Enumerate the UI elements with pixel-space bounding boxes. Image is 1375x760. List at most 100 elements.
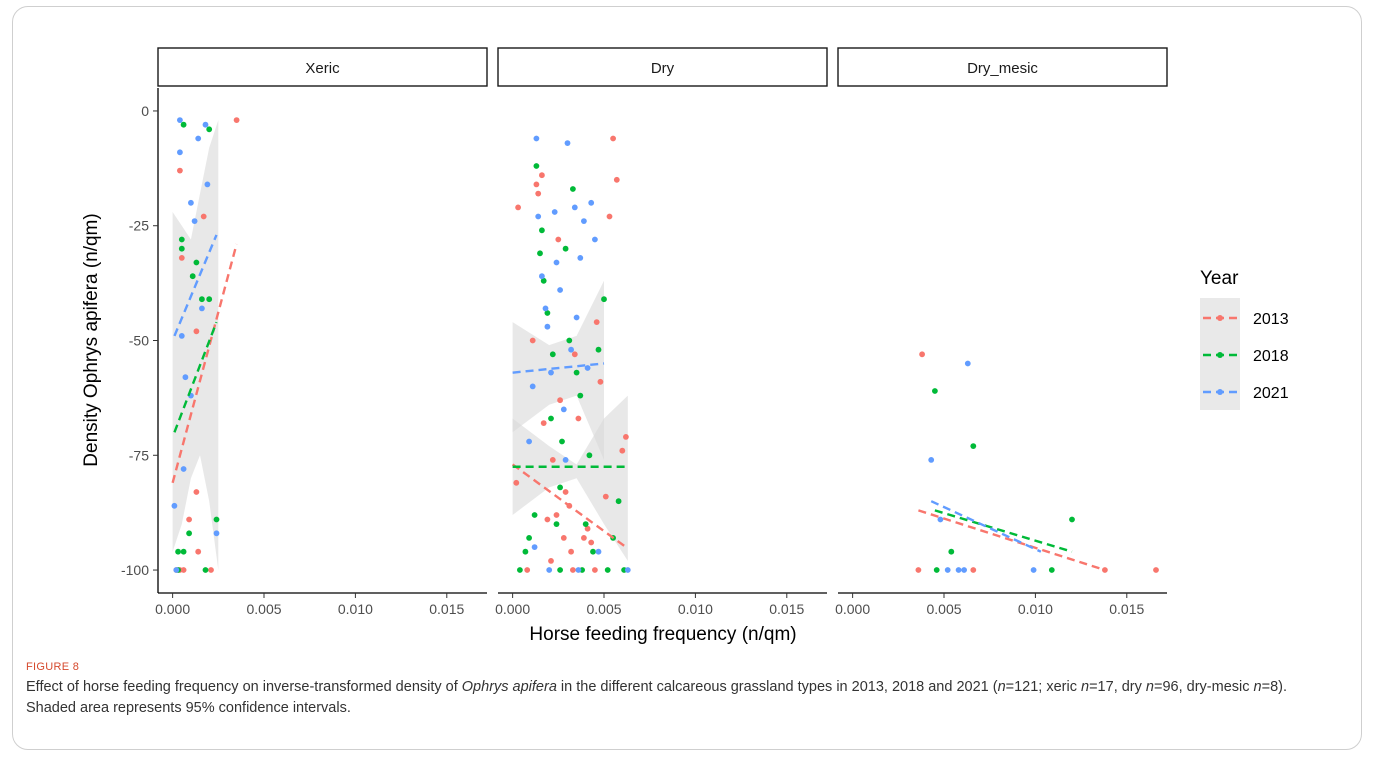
data-point-2018 [206,126,213,133]
data-point-2013 [180,567,187,573]
data-point-2013 [553,512,560,518]
y-tick-label: -50 [129,333,149,349]
data-point-2018 [604,567,611,573]
data-point-2013 [529,337,536,344]
data-point-2018 [570,186,576,192]
legend-key-point [1217,352,1223,358]
data-point-2021 [577,255,584,261]
data-point-2013 [548,558,554,564]
data-point-2021 [588,199,595,206]
data-point-2021 [564,140,571,147]
data-point-2021 [571,204,578,211]
data-point-2013 [562,489,569,495]
data-point-2018 [586,452,593,459]
caption-n: n [1253,679,1262,695]
data-point-2013 [597,378,604,385]
fit-line-2018 [934,509,1073,553]
data-point-2018 [213,516,220,523]
caption-n: n [1145,679,1154,695]
legend: Year 2013 2018 2021 [1200,268,1289,410]
data-point-2013 [602,493,609,500]
x-tick-label: 0.005 [926,601,961,617]
data-point-2021 [568,346,574,353]
chart: Xeric Dry Dry_mesic 0.000 0.005 0.010 0.015 0 -… [81,47,1289,645]
data-point-2021 [531,544,538,550]
fit-line-2013 [511,463,627,549]
data-point-2021 [1030,567,1037,573]
data-point-2013 [606,213,613,220]
data-point-2018 [562,245,569,252]
data-point-2013 [581,535,587,541]
data-point-2013 [555,236,562,243]
fit-line-2013 [918,509,1106,572]
data-point-2021 [199,305,205,312]
data-point-2021 [180,466,187,472]
data-point-2021 [553,259,560,266]
axes: Density Ophrys apifera (n/qm) Horse feed… [81,213,797,645]
data-point-2018 [970,443,977,449]
data-point-2018 [590,548,596,555]
fit-line-2021 [173,234,218,337]
data-point-2013 [200,213,207,220]
x-tick-label: 0.015 [1109,601,1144,617]
data-point-2013 [544,516,551,523]
caption-part: in the different calcareous grassland ty… [556,679,998,695]
x-tick-label: 0.005 [586,601,621,617]
figure-label: FIGURE 8 [26,661,80,673]
data-point-2021 [195,135,202,142]
data-point-2021 [177,149,183,156]
data-point-2013 [193,328,200,335]
caption-part: =8). Shaded area represents 95% confiden… [26,679,1287,716]
data-point-2018 [549,351,556,358]
data-point-2018 [932,388,938,394]
data-point-2018 [557,484,563,491]
data-point-2013 [233,117,240,123]
data-point-2018 [1048,567,1055,573]
data-point-2018 [566,337,573,344]
data-point-2021 [544,323,551,330]
fit-line-2021 [930,500,1042,553]
data-point-2018 [544,310,551,316]
x-tick-label: 0.000 [155,601,190,617]
data-point-2013 [568,548,574,555]
data-point-2018 [186,530,193,537]
data-point-2021 [177,117,183,123]
legend-item-2021: 2021 [1203,385,1289,402]
data-point-2013 [178,255,185,261]
data-point-2018 [582,521,589,527]
fit-line-2018 [173,321,218,433]
data-point-2018 [537,250,543,257]
data-point-2018 [948,548,955,555]
data-point-2021 [213,530,220,537]
data-point-2013 [177,167,183,174]
caption-part: =121; xeric [1005,679,1082,695]
data-point-2021 [595,548,602,555]
data-point-2018 [595,346,602,353]
data-point-2021 [535,213,542,220]
data-point-2013 [584,525,591,532]
x-tick-label: 0.010 [678,601,713,617]
data-point-2013 [613,176,620,183]
data-point-2018 [539,227,545,234]
y-tick-label: -25 [129,218,149,234]
data-point-2018 [933,567,940,573]
data-point-2021 [955,567,962,573]
data-point-2021 [560,406,567,413]
data-point-2021 [178,333,185,339]
data-point-2013 [540,420,547,426]
facet-strip-box [497,47,828,87]
caption-n: n [1081,679,1090,695]
data-point-2021 [526,438,532,445]
data-point-2021 [964,360,971,367]
data-point-2013 [524,567,531,573]
caption-part: =96, dry-mesic [1154,679,1254,695]
data-point-2013 [533,181,540,188]
data-point-2013 [193,489,200,495]
x-tick-label: 0.000 [835,601,870,617]
data-point-2018 [559,438,565,445]
data-point-2021 [928,457,935,463]
data-point-2018 [533,163,540,169]
facet-strip-box [157,47,488,87]
data-point-2018 [557,567,563,573]
data-point-2021 [961,567,967,573]
